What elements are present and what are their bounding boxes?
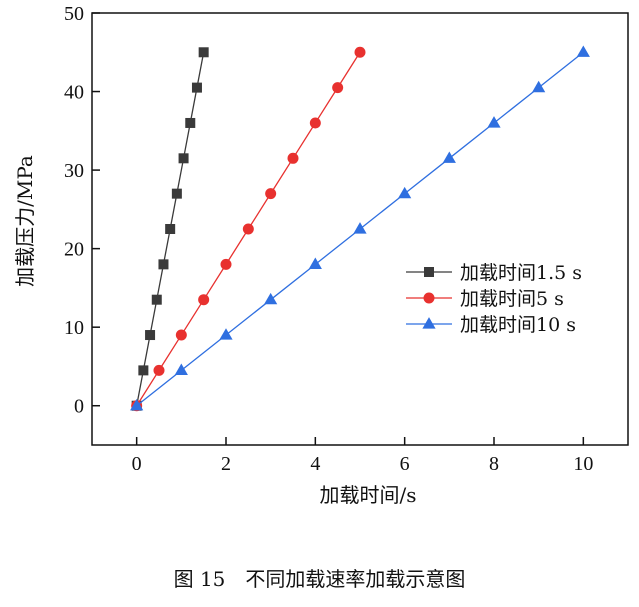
data-point-series-1 [158,259,169,270]
data-point-series-2 [175,329,187,341]
y-tick-label: 30 [64,160,84,182]
data-point-series-3 [130,398,144,411]
plot-frame [91,12,629,446]
data-point-series-1 [138,365,149,376]
data-point-series-3 [219,328,233,340]
data-point-series-2 [309,117,321,129]
x-axis-title: 加载时间/s [319,483,416,507]
data-point-series-2 [242,223,254,235]
data-point-series-3 [442,151,456,163]
figure-caption: 图 15 不同加载速率加载示意图 [173,567,466,591]
y-tick-label: 0 [74,396,84,418]
data-point-series-3 [264,292,278,305]
legend-label-2: 加载时间5 s [460,288,564,310]
legend-marker-1 [424,267,434,277]
data-point-series-2 [153,364,165,376]
data-point-series-2 [354,46,366,58]
x-tick-label: 0 [132,453,142,475]
y-tick-label: 50 [64,3,84,25]
data-point-series-1 [191,82,202,93]
data-point-series-2 [265,188,277,200]
y-axis-title: 加载压力/MPa [13,155,37,287]
data-point-series-3 [398,186,412,199]
x-tick-label: 2 [221,453,231,475]
data-point-series-1 [165,224,176,234]
legend-marker-3 [422,317,436,329]
x-tick-label: 10 [573,453,593,475]
x-tick-label: 4 [310,453,320,475]
x-tick-label: 8 [489,453,499,475]
data-point-series-2 [198,294,210,306]
data-point-series-1 [198,47,209,58]
y-tick-label: 20 [64,239,84,261]
data-point-series-3 [532,80,546,93]
legend-marker-2 [423,292,435,304]
plot-layer [130,45,590,412]
x-tick-label: 6 [400,453,410,475]
y-tick-label: 10 [64,317,84,339]
data-point-series-1 [145,330,156,341]
data-point-series-1 [171,188,182,199]
data-point-series-1 [185,117,196,128]
ticks-layer: 0 2 4 6 8 10 0 10 20 30 40 50 [64,3,593,475]
data-point-series-3 [487,116,501,128]
legend-label-1: 加载时间1.5 s [460,262,582,284]
data-point-series-1 [178,153,189,164]
data-point-series-2 [287,152,299,164]
legend: 加载时间1.5 s 加载时间5 s 加载时间10 s [406,262,582,336]
data-point-series-2 [220,258,232,270]
data-point-series-1 [151,294,162,305]
y-tick-label: 40 [64,82,84,104]
data-point-series-3 [576,45,590,57]
data-point-series-3 [174,363,188,376]
data-point-series-3 [308,257,322,269]
data-point-series-2 [332,82,344,94]
legend-label-3: 加载时间10 s [460,314,576,336]
data-point-series-3 [353,222,367,234]
